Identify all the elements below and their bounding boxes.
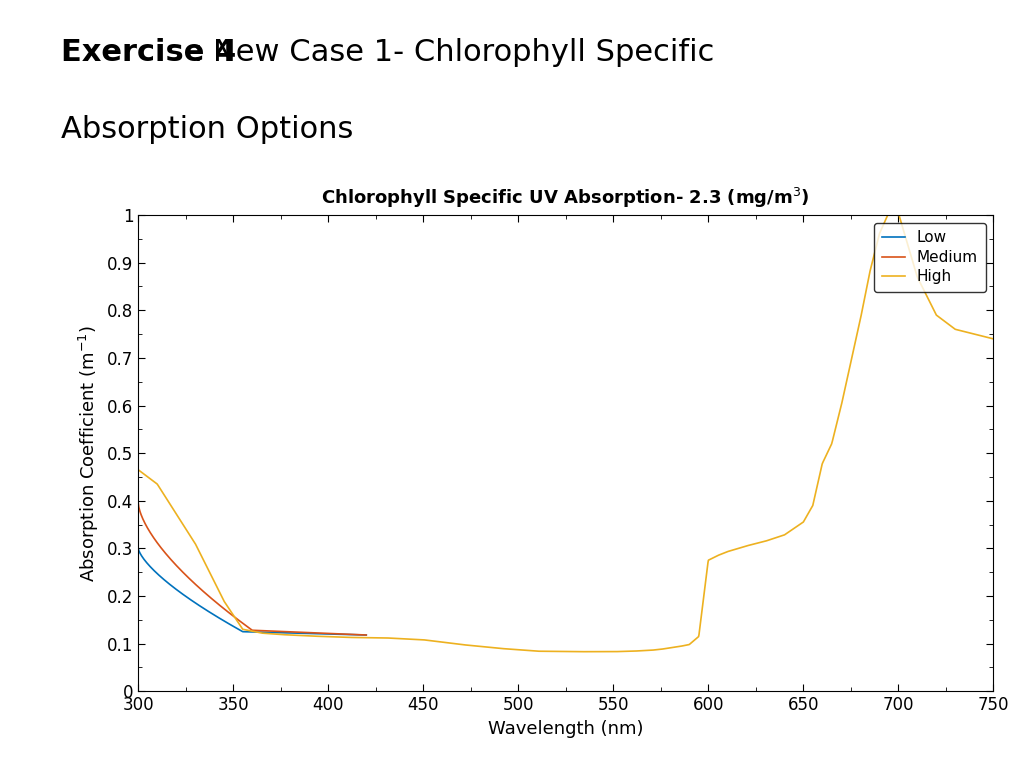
High [806, 502, 818, 511]
Legend: Low, Medium, High: Low, Medium, High [874, 223, 986, 292]
Low [222, 619, 234, 628]
Low [298, 629, 310, 638]
X-axis label: Wavelength (nm): Wavelength (nm) [488, 720, 643, 737]
Medium [360, 631, 373, 640]
Medium [275, 627, 288, 636]
High [963, 328, 975, 337]
Low [360, 631, 373, 640]
Medium [297, 627, 309, 637]
Low [297, 629, 309, 638]
Text: Absorption Options: Absorption Options [61, 115, 354, 144]
Medium [222, 607, 234, 617]
High [569, 647, 582, 657]
Low [207, 609, 219, 618]
Medium [132, 498, 144, 508]
Line: Medium: Medium [138, 503, 367, 635]
High [883, 208, 895, 217]
Title: Chlorophyll Specific UV Absorption- 2.3 (mg/m$^3$): Chlorophyll Specific UV Absorption- 2.3 … [322, 186, 810, 210]
Y-axis label: Absorption Coefficient (m$^{-1}$): Absorption Coefficient (m$^{-1}$) [78, 325, 101, 581]
Low [160, 577, 172, 586]
Medium [160, 549, 172, 558]
Text: : New Case 1- Chlorophyll Specific: : New Case 1- Chlorophyll Specific [193, 38, 714, 68]
High [525, 646, 538, 655]
High [987, 334, 999, 343]
Low [275, 628, 288, 637]
Text: Exercise 4: Exercise 4 [61, 38, 237, 68]
High [132, 465, 144, 475]
High [964, 328, 976, 337]
Medium [298, 627, 310, 637]
High [548, 647, 560, 656]
Medium [207, 594, 219, 604]
High [176, 518, 188, 528]
Line: Low: Low [138, 548, 367, 635]
Low [132, 544, 144, 553]
Line: High: High [138, 213, 993, 652]
